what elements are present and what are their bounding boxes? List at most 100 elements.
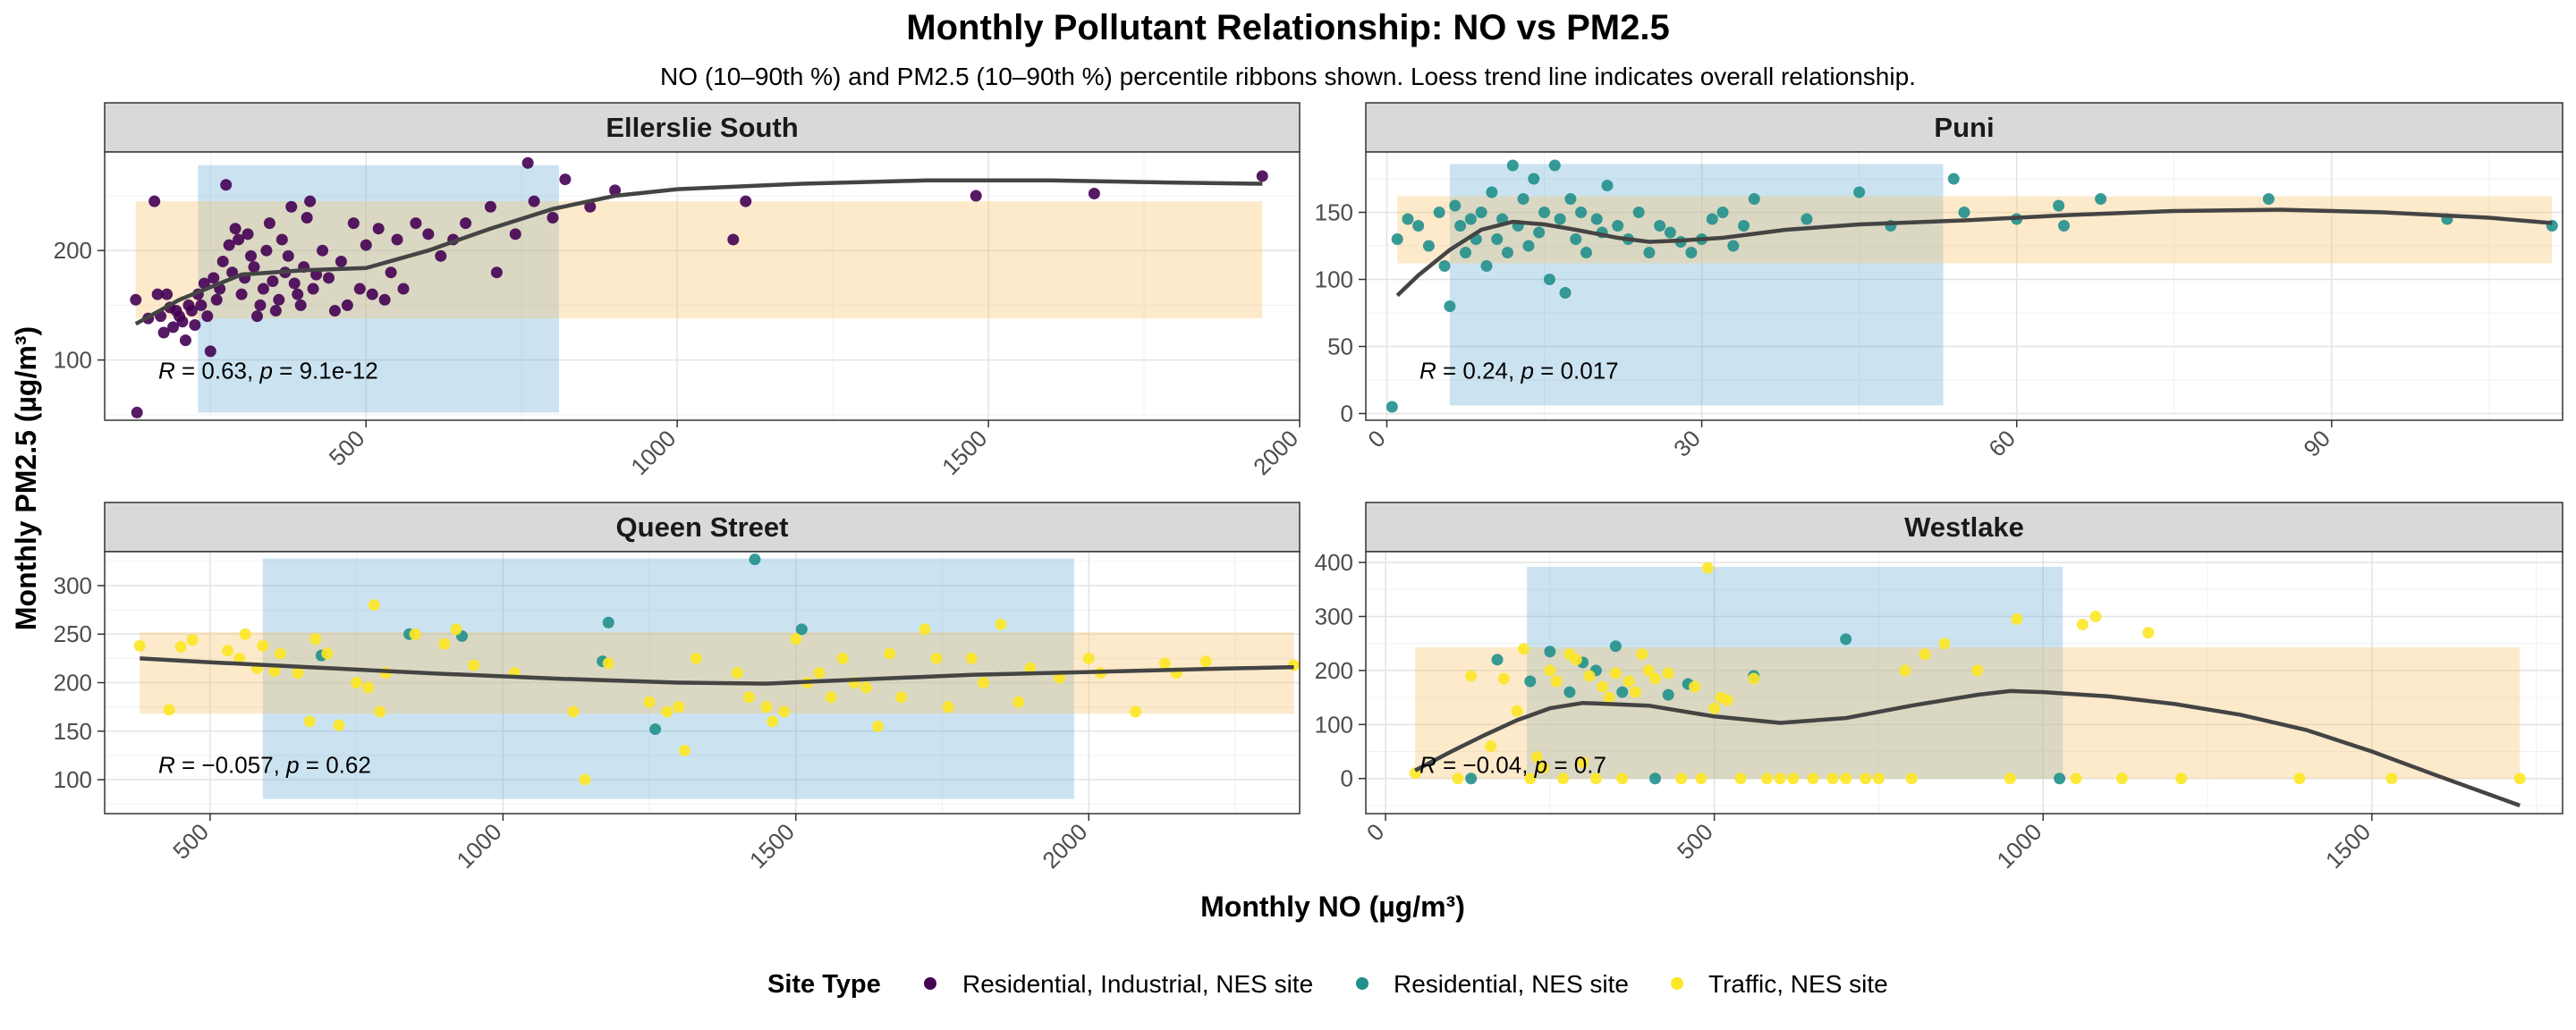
data-point [189, 318, 201, 331]
y-tick-label: 400 [1315, 549, 1353, 576]
data-point [220, 179, 233, 191]
y-tick-label: 300 [1315, 603, 1353, 629]
data-point [1787, 772, 1800, 785]
data-point [521, 156, 534, 169]
annotation-part: R [158, 358, 175, 384]
data-point [2070, 772, 2082, 785]
y-tick-label: 200 [1315, 657, 1353, 684]
data-point [2175, 772, 2188, 785]
data-point [1554, 213, 1566, 225]
data-point [1480, 260, 1493, 272]
y-axis-label: Monthly PM2.5 (µg/m³) [10, 326, 42, 630]
data-point [1971, 664, 1984, 677]
data-point [374, 705, 386, 718]
data-point [2293, 772, 2306, 785]
data-point [509, 228, 521, 241]
data-point [1708, 702, 1721, 714]
data-point [742, 691, 755, 704]
panel-background-westlake [1366, 552, 2563, 814]
data-point [790, 633, 802, 646]
ribbons-puni [1397, 164, 2553, 406]
data-point [1465, 670, 1478, 682]
data-point [1497, 672, 1510, 685]
data-point [1391, 233, 1403, 245]
data-point [179, 334, 191, 347]
data-point [1664, 226, 1676, 239]
data-point [254, 299, 267, 311]
data-point [186, 634, 199, 646]
data-point [490, 266, 503, 279]
data-point [309, 633, 322, 646]
annotation-part: p [1534, 752, 1547, 779]
data-point [919, 623, 931, 636]
panel-queen-street: Queen Street R = −0.057, p = 0.62 100 150 20… [54, 502, 1301, 874]
data-point [307, 283, 319, 295]
data-point [1583, 670, 1596, 682]
data-point [965, 652, 978, 664]
data-point [749, 553, 761, 566]
data-point [1636, 648, 1648, 661]
y-tick-label: 0 [1341, 765, 1353, 792]
data-point [1685, 247, 1698, 258]
data-point [1738, 220, 1750, 232]
data-point [1528, 173, 1540, 185]
data-point [360, 239, 372, 251]
data-point [292, 288, 304, 300]
data-point [977, 677, 989, 688]
data-point [223, 239, 235, 251]
data-point [2513, 772, 2526, 785]
data-point [2004, 772, 2016, 785]
data-point [1199, 655, 1212, 668]
data-point [163, 704, 175, 716]
data-point [450, 623, 462, 636]
data-point [245, 249, 258, 262]
data-point [353, 283, 366, 295]
panel-border-puni [1365, 151, 2563, 421]
data-point [204, 345, 216, 358]
data-point [602, 657, 614, 670]
data-point [409, 628, 421, 640]
data-point [995, 618, 1007, 630]
panel-strip-westlake [1365, 502, 2563, 553]
legend-label-residential-industrial: Residential, Industrial, NES site [962, 970, 1313, 998]
data-point [1537, 762, 1549, 774]
data-point [1643, 247, 1656, 258]
data-point [250, 310, 263, 323]
data-point [740, 195, 752, 207]
annotation-part: = 0.63, [175, 358, 260, 384]
data-point [1491, 654, 1504, 666]
data-point [1616, 686, 1629, 698]
data-point [1454, 220, 1467, 232]
data-point [1689, 680, 1701, 693]
data-point [602, 616, 614, 629]
data-point [366, 288, 378, 300]
data-point [397, 283, 410, 295]
data-point [1616, 772, 1629, 785]
data-point [1807, 772, 1819, 785]
data-point [1433, 207, 1445, 218]
data-point [567, 705, 580, 718]
data-point [2053, 199, 2065, 212]
data-point [391, 233, 403, 246]
data-point [1899, 664, 1911, 677]
data-point [438, 637, 451, 650]
ribbon-no-queen-street [262, 558, 1074, 799]
data-point [2385, 772, 2398, 785]
data-point [1082, 652, 1095, 664]
data-point [1486, 186, 1498, 198]
annotation-part: p [285, 752, 299, 779]
legend-title: Site Type [767, 970, 881, 999]
data-point [1544, 664, 1556, 677]
data-point [210, 293, 223, 306]
data-point [1475, 207, 1487, 218]
legend-swatch-traffic [1671, 977, 1683, 990]
data-point [130, 293, 142, 306]
data-point [1801, 213, 1813, 225]
data-point [1905, 772, 1918, 785]
data-point [2076, 619, 2089, 631]
data-point [1577, 756, 1589, 769]
data-point [1024, 662, 1037, 674]
panel-border-westlake [1365, 551, 2563, 815]
data-point [609, 184, 622, 197]
